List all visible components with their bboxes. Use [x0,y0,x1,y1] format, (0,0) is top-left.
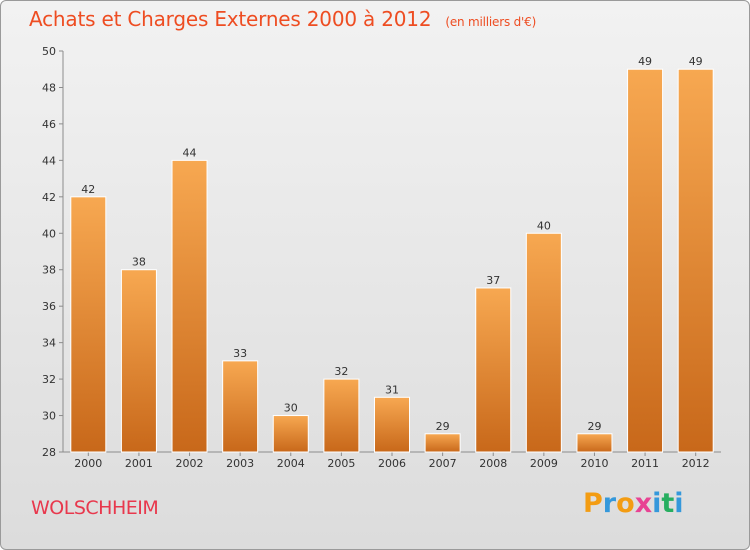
logo-letter: r [602,488,617,519]
bar-2000 [70,196,107,453]
y-tick-label: 48 [42,81,56,94]
value-label-2002: 44 [183,146,197,159]
value-labels: 42 38 44 33 30 32 31 29 37 40 29 49 49 [81,55,702,433]
bar-2007 [424,433,461,453]
value-label-2003: 33 [233,347,247,360]
x-tick-label-2006: 2006 [378,457,406,470]
value-label-2010: 29 [587,420,601,433]
x-tick-label-2001: 2001 [125,457,153,470]
x-tick-label-2005: 2005 [327,457,355,470]
y-tick-label: 46 [42,118,56,131]
bar-2011 [627,68,664,453]
town-name: WOLSCHHEIM [31,497,159,519]
y-tick-label: 50 [42,45,56,58]
y-tick-label: 36 [42,300,56,313]
logo-letter: o [616,488,635,519]
x-tick-label-2008: 2008 [479,457,507,470]
y-tick-label: 34 [42,337,56,350]
x-tick-label-2012: 2012 [682,457,710,470]
value-label-2001: 38 [132,256,146,269]
logo-letter: i [674,488,684,519]
x-tick-label-2011: 2011 [631,457,659,470]
x-tick-label-2003: 2003 [226,457,254,470]
bar-2006 [374,396,410,453]
x-tick-label-2009: 2009 [530,457,558,470]
value-label-2008: 37 [486,274,500,287]
bars [70,68,714,453]
x-tick-label-2007: 2007 [429,457,457,470]
y-tick-label: 32 [42,373,56,386]
x-tick-label-2000: 2000 [74,457,102,470]
bar-2012 [677,68,714,453]
x-tick-label-2004: 2004 [277,457,305,470]
chart-title: Achats et Charges Externes 2000 à 2012 (e… [29,7,536,31]
chart-subtitle: (en milliers d'€) [445,15,537,29]
logo-letter: i [652,488,662,519]
y-tick-label: 30 [42,410,56,423]
bar-2008 [475,287,512,453]
bar-2002 [171,159,208,453]
bar-2004 [272,415,309,453]
y-tick-label: 44 [42,154,56,167]
x-tick-label-2002: 2002 [176,457,204,470]
value-label-2011: 49 [638,55,652,68]
value-label-2004: 30 [284,402,298,415]
value-label-2012: 49 [689,55,703,68]
axes: 28 30 32 34 36 38 40 42 44 46 48 50 2000 2001 2002 2003… [42,45,721,470]
bar-2010 [576,433,613,453]
x-tick-label-2010: 2010 [580,457,608,470]
value-label-2005: 32 [334,365,348,378]
proxiti-logo: Proxiti [583,488,684,519]
logo-letter: x [634,488,653,519]
value-label-2007: 29 [436,420,450,433]
value-label-2009: 40 [537,219,551,232]
value-label-2000: 42 [81,183,95,196]
bar-2005 [323,378,360,453]
y-tick-label: 38 [42,264,56,277]
logo-letter: t [661,488,675,519]
y-tick-label: 40 [42,227,56,240]
chart-title-text: Achats et Charges Externes 2000 à 2012 [29,7,432,31]
bar-2001 [120,269,157,453]
bar-2003 [222,360,259,453]
logo-letter: P [583,488,603,519]
bar-2009 [525,232,562,453]
y-tick-label: 42 [42,191,56,204]
value-label-2006: 31 [385,383,399,396]
y-tick-label: 28 [42,446,56,459]
